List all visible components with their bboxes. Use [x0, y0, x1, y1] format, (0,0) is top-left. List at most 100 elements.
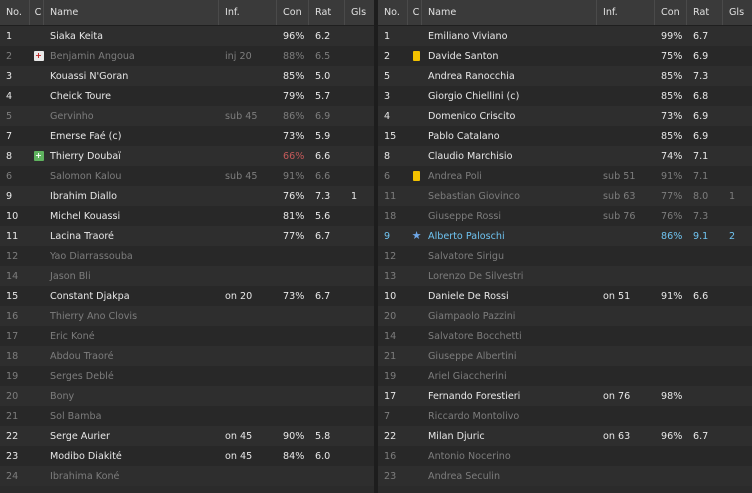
- player-name[interactable]: Benjamin Angoua: [50, 50, 135, 62]
- table-row[interactable]: 6 Salomon Kalou sub 45 91% 6.6: [0, 166, 374, 186]
- column-header-c[interactable]: C: [30, 0, 44, 25]
- player-name[interactable]: Milan Djuric: [428, 430, 485, 442]
- player-name[interactable]: Michel Kouassi: [50, 210, 121, 222]
- table-row[interactable]: 20 Giampaolo Pazzini: [378, 306, 752, 326]
- table-row[interactable]: 1 Siaka Keita 96% 6.2: [0, 26, 374, 46]
- table-row[interactable]: 3 Giorgio Chiellini (c) 85% 6.8: [378, 86, 752, 106]
- player-name[interactable]: Ibrahim Diallo: [50, 190, 118, 202]
- column-header-gls[interactable]: Gls: [729, 7, 745, 18]
- column-header-no[interactable]: No.: [378, 0, 408, 25]
- player-name[interactable]: Serge Aurier: [50, 430, 110, 442]
- player-name[interactable]: Emiliano Viviano: [428, 30, 508, 42]
- player-name[interactable]: Andrea Ranocchia: [428, 70, 515, 82]
- table-row[interactable]: 19 Serges Deblé: [0, 366, 374, 386]
- player-name[interactable]: Gervinho: [50, 110, 94, 122]
- player-name[interactable]: Eric Koné: [50, 330, 95, 342]
- column-header-c[interactable]: C: [408, 0, 422, 25]
- table-row[interactable]: 17 Fernando Forestieri on 76 98%: [378, 386, 752, 406]
- player-name[interactable]: Fernando Forestieri: [428, 390, 521, 402]
- table-row[interactable]: 13 Lorenzo De Silvestri: [378, 266, 752, 286]
- player-name[interactable]: Ibrahima Koné: [50, 470, 120, 482]
- table-row[interactable]: 7 Riccardo Montolivo: [378, 406, 752, 426]
- table-row[interactable]: 23 Modibo Diakité on 45 84% 6.0: [0, 446, 374, 466]
- player-name[interactable]: Lorenzo De Silvestri: [428, 270, 524, 282]
- table-row[interactable]: 3 Kouassi N'Goran 85% 5.0: [0, 66, 374, 86]
- player-name[interactable]: Siaka Keita: [50, 30, 103, 42]
- column-header-name[interactable]: Name: [422, 0, 597, 25]
- player-name[interactable]: Domenico Criscito: [428, 110, 516, 122]
- table-row[interactable]: 21 Giuseppe Albertini: [378, 346, 752, 366]
- player-name[interactable]: Modibo Diakité: [50, 450, 122, 462]
- player-name[interactable]: Jason Bli: [50, 270, 91, 282]
- player-name[interactable]: Giuseppe Albertini: [428, 350, 517, 362]
- table-row[interactable]: 12 Salvatore Sirigu: [378, 246, 752, 266]
- player-name[interactable]: Lacina Traoré: [50, 230, 114, 242]
- table-row[interactable]: 5 Gervinho sub 45 86% 6.9: [0, 106, 374, 126]
- column-header-gls[interactable]: Gls: [351, 7, 367, 18]
- player-name[interactable]: Alberto Paloschi: [428, 230, 505, 242]
- table-row[interactable]: 18 Abdou Traoré: [0, 346, 374, 366]
- player-name[interactable]: Davide Santon: [428, 50, 499, 62]
- player-name[interactable]: Serges Deblé: [50, 370, 114, 382]
- player-name[interactable]: Andrea Poli: [428, 170, 482, 182]
- player-name[interactable]: Bony: [50, 390, 75, 402]
- table-row[interactable]: 10 Daniele De Rossi on 51 91% 6.6: [378, 286, 752, 306]
- column-header-rat[interactable]: Rat: [687, 0, 723, 25]
- table-row[interactable]: 22 Milan Djuric on 63 96% 6.7: [378, 426, 752, 446]
- player-name[interactable]: Yao Diarrassouba: [50, 250, 133, 262]
- player-name[interactable]: Sebastian Giovinco: [428, 190, 520, 202]
- column-header-con[interactable]: Con: [277, 0, 309, 25]
- player-name[interactable]: Kouassi N'Goran: [50, 70, 129, 82]
- table-row[interactable]: 20 Bony: [0, 386, 374, 406]
- table-row[interactable]: 11 Sebastian Giovinco sub 63 77% 8.0 1: [378, 186, 752, 206]
- player-name[interactable]: Antonio Nocerino: [428, 450, 511, 462]
- table-row[interactable]: 12 Yao Diarrassouba: [0, 246, 374, 266]
- player-name[interactable]: Giuseppe Rossi: [428, 210, 501, 222]
- player-name[interactable]: Salvatore Bocchetti: [428, 330, 522, 342]
- table-row[interactable]: 5 Andrea Ranocchia 85% 7.3: [378, 66, 752, 86]
- player-name[interactable]: Salomon Kalou: [50, 170, 122, 182]
- table-row[interactable]: 9 ★ Alberto Paloschi 86% 9.1 2: [378, 226, 752, 246]
- table-row[interactable]: 10 Michel Kouassi 81% 5.6: [0, 206, 374, 226]
- table-row[interactable]: 4 Domenico Criscito 73% 6.9: [378, 106, 752, 126]
- column-header-inf[interactable]: Inf.: [219, 0, 277, 25]
- table-row[interactable]: 24 Ibrahima Koné: [0, 466, 374, 486]
- table-row[interactable]: 6 Andrea Poli sub 51 91% 7.1: [378, 166, 752, 186]
- player-name[interactable]: Andrea Seculin: [428, 470, 501, 482]
- player-name[interactable]: Ariel Giaccherini: [428, 370, 507, 382]
- player-name[interactable]: Claudio Marchisio: [428, 150, 513, 162]
- table-row[interactable]: 15 Pablo Catalano 85% 6.9: [378, 126, 752, 146]
- table-row[interactable]: 4 Cheick Toure 79% 5.7: [0, 86, 374, 106]
- player-name[interactable]: Giampaolo Pazzini: [428, 310, 516, 322]
- player-name[interactable]: Sol Bamba: [50, 410, 102, 422]
- table-row[interactable]: 19 Ariel Giaccherini: [378, 366, 752, 386]
- player-name[interactable]: Riccardo Montolivo: [428, 410, 520, 422]
- column-header-con[interactable]: Con: [655, 0, 687, 25]
- player-name[interactable]: Giorgio Chiellini (c): [428, 90, 520, 102]
- table-row[interactable]: 9 Ibrahim Diallo 76% 7.3 1: [0, 186, 374, 206]
- table-row[interactable]: 2 + Benjamin Angoua inj 20 88% 6.5: [0, 46, 374, 66]
- player-name[interactable]: Cheick Toure: [50, 90, 112, 102]
- table-row[interactable]: 2 Davide Santon 75% 6.9: [378, 46, 752, 66]
- table-row[interactable]: 8 Claudio Marchisio 74% 7.1: [378, 146, 752, 166]
- player-name[interactable]: Abdou Traoré: [50, 350, 114, 362]
- player-name[interactable]: Pablo Catalano: [428, 130, 500, 142]
- player-name[interactable]: Salvatore Sirigu: [428, 250, 505, 262]
- table-row[interactable]: 15 Constant Djakpa on 20 73% 6.7: [0, 286, 374, 306]
- table-row[interactable]: 11 Lacina Traoré 77% 6.7: [0, 226, 374, 246]
- player-name[interactable]: Thierry Doubaï: [50, 150, 121, 162]
- table-row[interactable]: 16 Antonio Nocerino: [378, 446, 752, 466]
- table-row[interactable]: 18 Giuseppe Rossi sub 76 76% 7.3: [378, 206, 752, 226]
- table-row[interactable]: 16 Thierry Ano Clovis: [0, 306, 374, 326]
- player-name[interactable]: Daniele De Rossi: [428, 290, 509, 302]
- player-name[interactable]: Constant Djakpa: [50, 290, 130, 302]
- table-row[interactable]: 8 + Thierry Doubaï 66% 6.6: [0, 146, 374, 166]
- table-row[interactable]: 14 Jason Bli: [0, 266, 374, 286]
- column-header-rat[interactable]: Rat: [309, 0, 345, 25]
- player-name[interactable]: Emerse Faé (c): [50, 130, 122, 142]
- table-row[interactable]: 7 Emerse Faé (c) 73% 5.9: [0, 126, 374, 146]
- table-row[interactable]: 1 Emiliano Viviano 99% 6.7: [378, 26, 752, 46]
- column-header-inf[interactable]: Inf.: [597, 0, 655, 25]
- table-row[interactable]: 21 Sol Bamba: [0, 406, 374, 426]
- column-header-no[interactable]: No.: [0, 0, 30, 25]
